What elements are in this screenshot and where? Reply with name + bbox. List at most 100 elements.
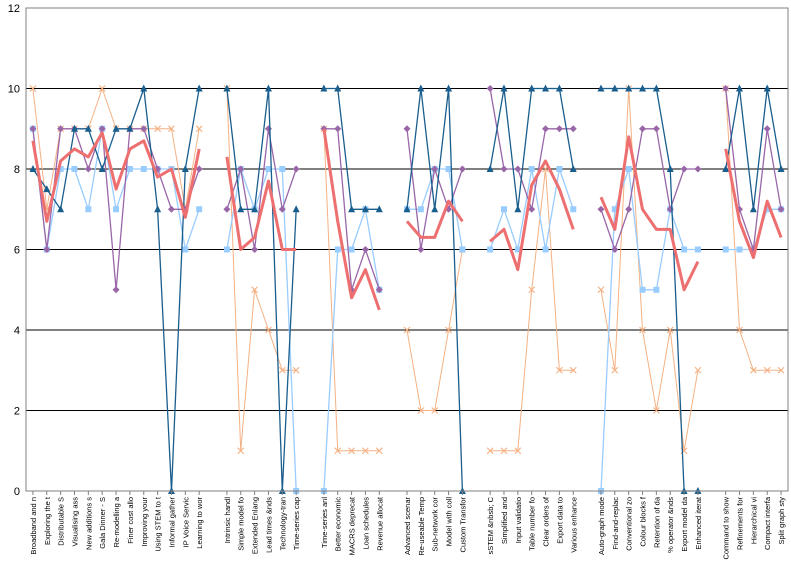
group-1 bbox=[223, 84, 300, 494]
series-line-1 bbox=[600, 168, 698, 492]
y-tick-label: 0 bbox=[14, 486, 20, 498]
y-tick-label: 4 bbox=[14, 325, 20, 337]
x-tick-label: Informal gather bbox=[168, 497, 177, 548]
data-point bbox=[43, 246, 51, 253]
data-point bbox=[375, 286, 383, 294]
series-line-4 bbox=[322, 128, 381, 311]
series-line-4 bbox=[31, 131, 201, 223]
x-tick-label: Export data to bbox=[555, 497, 564, 544]
data-point bbox=[555, 366, 563, 374]
x-tick-label: Colour blocks f bbox=[639, 496, 648, 547]
data-point bbox=[514, 447, 522, 455]
x-tick-label: Time-series cap bbox=[292, 497, 301, 550]
data-point bbox=[542, 84, 550, 92]
data-point bbox=[514, 246, 521, 253]
x-tick-label: Learning to wor bbox=[195, 497, 204, 549]
x-tick-label: Visualising ass bbox=[71, 497, 80, 547]
data-point bbox=[375, 205, 383, 213]
data-point bbox=[126, 124, 134, 132]
data-point bbox=[181, 165, 189, 172]
data-point bbox=[569, 125, 577, 133]
data-point bbox=[265, 166, 272, 172]
data-point bbox=[486, 447, 494, 455]
data-point bbox=[264, 125, 272, 133]
x-tick-label: Retention of da bbox=[652, 496, 661, 548]
x-tick-label: Distributable S bbox=[57, 497, 66, 546]
data-point bbox=[417, 246, 425, 253]
data-point bbox=[431, 407, 439, 414]
data-point bbox=[223, 246, 230, 253]
x-tick-label: Table number fo bbox=[528, 497, 537, 551]
data-point bbox=[764, 206, 771, 213]
data-point bbox=[569, 165, 577, 172]
data-point bbox=[749, 205, 757, 213]
data-point bbox=[417, 206, 424, 213]
data-point bbox=[625, 205, 633, 213]
data-point bbox=[292, 205, 300, 213]
data-point bbox=[653, 286, 660, 293]
data-point bbox=[182, 246, 189, 253]
data-point bbox=[237, 447, 245, 455]
data-point bbox=[500, 206, 507, 213]
data-point bbox=[528, 84, 536, 92]
series-line-3 bbox=[226, 88, 297, 452]
data-point bbox=[597, 286, 605, 294]
data-point bbox=[98, 165, 106, 172]
data-point bbox=[403, 125, 411, 133]
series-line-4 bbox=[724, 148, 783, 260]
data-point bbox=[431, 165, 439, 173]
data-point bbox=[265, 326, 272, 334]
data-point bbox=[348, 447, 356, 455]
data-point bbox=[722, 85, 730, 92]
x-tick-label: New additions s bbox=[84, 497, 93, 550]
y-tick-label: 2 bbox=[14, 406, 20, 418]
data-point bbox=[126, 166, 133, 172]
data-point bbox=[29, 165, 37, 172]
x-tick-label: Improving your bbox=[140, 497, 149, 547]
data-point bbox=[542, 246, 549, 253]
data-point bbox=[500, 165, 508, 173]
y-tick-label: 8 bbox=[14, 164, 20, 176]
series-layer bbox=[29, 84, 785, 494]
data-point bbox=[334, 246, 341, 253]
data-point bbox=[555, 125, 563, 133]
group-5 bbox=[597, 84, 702, 494]
x-tick-label: Split graph sty bbox=[777, 497, 786, 545]
x-tick-label: Broadband and n bbox=[29, 497, 38, 555]
data-point bbox=[140, 166, 147, 172]
data-point bbox=[500, 84, 508, 92]
data-point bbox=[140, 125, 148, 133]
data-point bbox=[403, 326, 411, 334]
data-point bbox=[487, 246, 494, 253]
data-point bbox=[196, 206, 203, 213]
data-point bbox=[361, 246, 369, 253]
data-point bbox=[70, 124, 78, 132]
x-tick-label: Time-series anl bbox=[320, 497, 329, 548]
data-point bbox=[514, 165, 522, 173]
data-point bbox=[334, 125, 342, 133]
data-point bbox=[57, 166, 64, 172]
x-tick-label: Clear orders of bbox=[542, 496, 551, 547]
series-line-0 bbox=[601, 87, 698, 492]
x-tick-label: Model with coll bbox=[445, 497, 454, 547]
x-tick-label: Find-and-replac bbox=[611, 497, 620, 550]
data-point bbox=[417, 407, 425, 414]
data-point bbox=[749, 366, 757, 374]
data-point bbox=[652, 125, 660, 133]
x-tick-label: Extended Enlang bbox=[251, 497, 260, 554]
data-point bbox=[348, 246, 355, 253]
data-point bbox=[722, 165, 730, 172]
data-point bbox=[722, 246, 729, 253]
data-point bbox=[361, 205, 369, 213]
data-point bbox=[29, 125, 37, 133]
x-tick-label: Command to show bbox=[722, 496, 731, 559]
data-point bbox=[57, 125, 65, 133]
group-4 bbox=[486, 84, 577, 455]
data-point bbox=[57, 205, 65, 213]
data-point bbox=[195, 165, 203, 173]
data-point bbox=[195, 125, 203, 133]
data-point bbox=[625, 84, 633, 92]
data-point bbox=[375, 447, 383, 455]
data-point bbox=[417, 84, 425, 92]
data-point bbox=[237, 205, 245, 213]
